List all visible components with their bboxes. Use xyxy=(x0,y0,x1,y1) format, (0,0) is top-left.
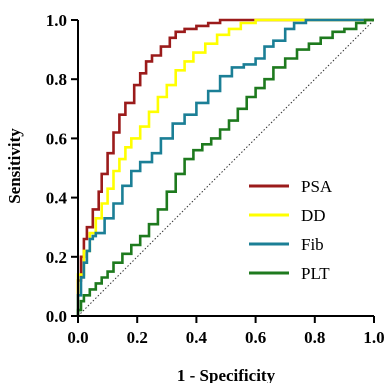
legend-label-psa: PSA xyxy=(301,177,333,196)
x-tick-label-2: 0.4 xyxy=(186,328,208,347)
y-tick-label-0: 0.0 xyxy=(46,307,67,326)
legend: PSA DD Fib PLT xyxy=(249,177,333,283)
x-tick-label-1: 0.2 xyxy=(127,328,148,347)
series-line-plt xyxy=(76,18,374,316)
x-tick-label-5: 1.0 xyxy=(363,328,384,347)
legend-label-fib: Fib xyxy=(301,235,324,254)
legend-label-plt: PLT xyxy=(301,264,330,283)
x-tick-label-3: 0.6 xyxy=(245,328,266,347)
series-line-psa xyxy=(76,18,374,316)
y-tick-label-5: 1.0 xyxy=(46,11,67,30)
y-tick-label-1: 0.2 xyxy=(46,248,67,267)
x-tick-label-0: 0.0 xyxy=(67,328,88,347)
series-line-fib xyxy=(76,18,374,316)
y-axis-title: Sensitivity xyxy=(5,128,24,204)
y-tick-label-4: 0.8 xyxy=(46,70,67,89)
y-tick-label-3: 0.6 xyxy=(46,129,67,148)
legend-label-dd: DD xyxy=(301,206,326,225)
x-tick-label-4: 0.8 xyxy=(304,328,325,347)
x-axis-title: 1 - Specificity xyxy=(177,366,276,383)
y-tick-label-2: 0.4 xyxy=(46,189,68,208)
axes: 0.0 0.2 0.4 0.6 0.8 1.0 0.0 0.2 0.4 0.6 0.8 1.0 xyxy=(46,11,385,347)
series-line-dd xyxy=(76,18,374,316)
plot-area xyxy=(76,18,375,317)
